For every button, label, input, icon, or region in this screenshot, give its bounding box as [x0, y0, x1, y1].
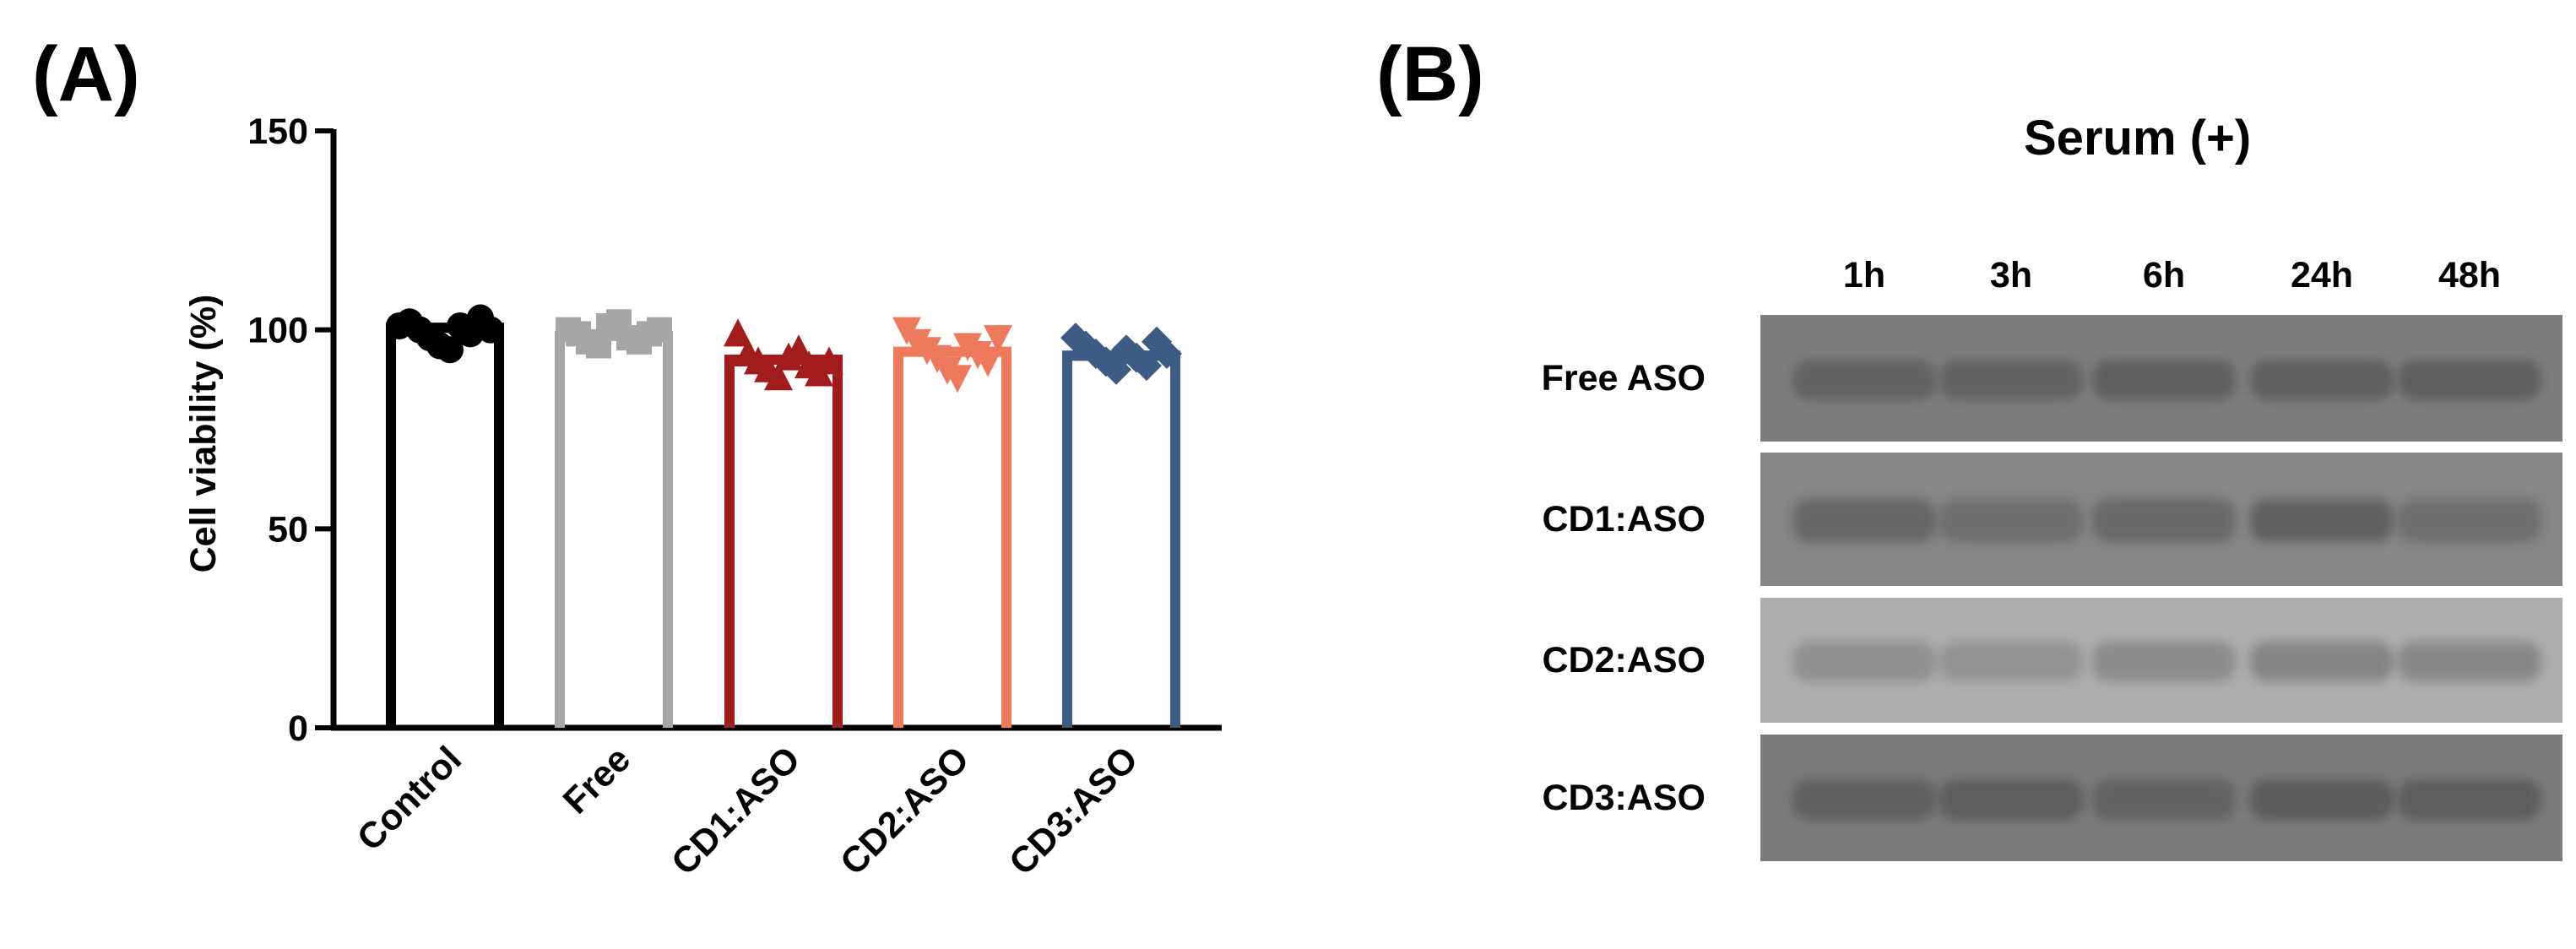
gel-band — [1792, 359, 1936, 400]
gel-title: Serum (+) — [2024, 111, 2252, 165]
gel-band — [2250, 499, 2394, 542]
gel-band — [2250, 778, 2394, 820]
gel-band — [2398, 641, 2541, 682]
bar-cd1-aso — [724, 355, 843, 728]
data-point — [943, 365, 972, 393]
data-point — [984, 325, 1012, 354]
gel-band — [2398, 359, 2541, 400]
gel-strip — [1760, 315, 2562, 442]
lane-label-3h: 3h — [1989, 255, 2033, 296]
gel-band — [1792, 778, 1936, 820]
lane-label-24h: 24h — [2290, 255, 2354, 296]
x-tick-label: Free — [556, 739, 638, 822]
bar-control — [386, 323, 504, 728]
gel-row-label: CD1:ASO — [1542, 499, 1706, 540]
viability-bar-chart: 0 50 100 150 Cell viability (%) Control Free CD… — [183, 111, 1222, 883]
gel-strip — [1760, 453, 2562, 586]
x-tick-label: CD2:ASO — [832, 739, 977, 883]
gel-row-label: CD2:ASO — [1542, 640, 1706, 681]
y-tick-label: 100 — [247, 311, 308, 351]
gel-band — [2092, 641, 2236, 682]
gel-band — [1939, 778, 2083, 820]
bar-cd2-aso — [893, 346, 1011, 728]
y-tick-label: 150 — [247, 111, 308, 152]
bar-free — [555, 330, 673, 728]
data-point — [764, 362, 793, 391]
x-tick-label: Control — [350, 739, 469, 859]
gel-band — [1792, 641, 1936, 682]
x-tick-label: CD3:ASO — [1001, 739, 1146, 883]
gel-band — [2092, 499, 2236, 542]
gel-band — [1939, 359, 2083, 400]
gel-band — [2250, 641, 2394, 682]
gel-band — [1792, 499, 1936, 542]
panel-label-b: (B) — [1376, 31, 1484, 117]
gel-band — [2250, 359, 2394, 400]
y-tick-label: 0 — [288, 708, 308, 749]
panel-label-a: (A) — [32, 31, 140, 117]
gel-strip — [1760, 735, 2562, 861]
y-axis-label: Cell viability (%) — [183, 295, 224, 573]
y-tick-label: 50 — [268, 509, 308, 550]
gel-band — [2398, 778, 2541, 820]
gel-band — [1939, 641, 2083, 682]
gel-strip — [1760, 598, 2562, 723]
gel-row-label: Free ASO — [1541, 358, 1706, 399]
gel-row-label: CD3:ASO — [1542, 778, 1706, 818]
data-point — [724, 318, 752, 347]
lane-label-6h: 6h — [2142, 255, 2186, 296]
lane-label-48h: 48h — [2438, 255, 2502, 296]
lane-label-1h: 1h — [1842, 255, 1886, 296]
gel-band — [2398, 499, 2541, 542]
gel-band — [2092, 359, 2236, 400]
bar-cd3-aso — [1062, 350, 1180, 728]
gel-band — [1939, 499, 2083, 542]
gel-band — [2092, 778, 2236, 820]
data-point — [437, 336, 464, 364]
x-tick-label: CD1:ASO — [664, 739, 808, 883]
